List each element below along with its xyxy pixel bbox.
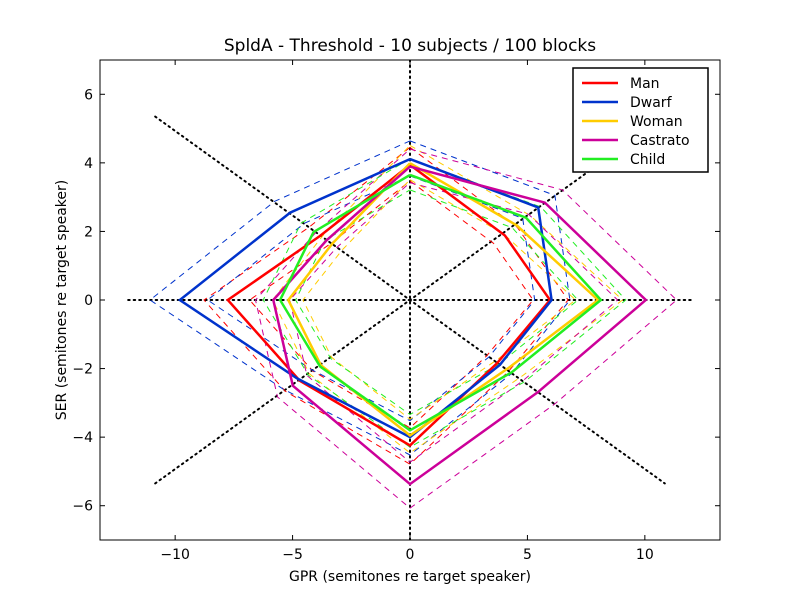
man-threshold-line: [225, 163, 552, 447]
woman-upper-bound-line: [272, 144, 624, 454]
woman-threshold-line: [286, 162, 601, 437]
y-tick-label: 0: [84, 293, 93, 309]
series-lines: [177, 157, 648, 486]
x-tick-label: 0: [406, 547, 415, 563]
legend: Man Dwarf Woman Castrato Child: [572, 67, 709, 173]
x-tick-label: 10: [636, 547, 654, 563]
child-upper-bound-line: [262, 158, 627, 448]
y-tick-label: −4: [72, 430, 93, 446]
y-axis-label: SER (semitones re target speaker): [54, 180, 70, 420]
legend-label-man: Man: [630, 76, 660, 92]
legend-label-woman: Woman: [630, 114, 683, 130]
chart-title: SpldA - Threshold - 10 subjects / 100 bl…: [224, 36, 596, 56]
castrato-threshold-line: [271, 165, 648, 486]
woman-lower-bound-line: [302, 179, 577, 420]
x-tick-label: −10: [160, 547, 190, 563]
legend-label-child: Child: [630, 152, 665, 168]
legend-label-dwarf: Dwarf: [630, 95, 673, 111]
x-tick-label: −5: [282, 547, 303, 563]
legend-label-castrato: Castrato: [630, 133, 690, 149]
dwarf-threshold-line: [177, 157, 553, 439]
confidence-lines: [149, 140, 678, 509]
dwarf-upper-bound-line: [149, 140, 571, 456]
man-lower-bound-line: [248, 180, 534, 429]
y-tick-label: −6: [72, 499, 93, 515]
y-tick-label: 6: [84, 87, 93, 103]
x-tick-label: 5: [523, 547, 532, 563]
y-tick-label: 4: [84, 156, 93, 172]
child-lower-bound-line: [295, 189, 579, 416]
x-axis-label: GPR (semitones re target speaker): [289, 569, 531, 585]
castrato-lower-bound-line: [289, 182, 619, 463]
dwarf-lower-bound-line: [206, 175, 536, 422]
child-threshold-line: [278, 173, 603, 432]
y-tick-label: −2: [72, 362, 93, 378]
axis-ticks: −10 −5 0 5 10 −6 −4 −2 0 2 4 6: [72, 60, 720, 563]
reference-line-3: [154, 115, 666, 485]
castrato-upper-bound-line: [254, 148, 678, 509]
y-tick-label: 2: [84, 224, 93, 240]
